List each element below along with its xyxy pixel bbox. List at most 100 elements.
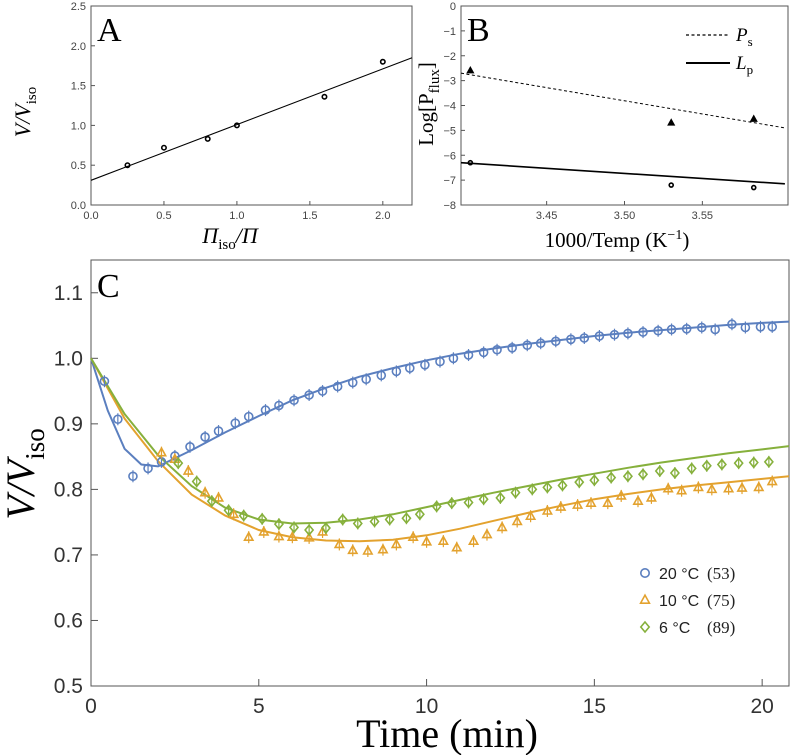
lp-fit-line [460, 161, 785, 185]
data-point-triangle [555, 500, 567, 511]
data-point-diamond [446, 497, 457, 510]
data-point-diamond [191, 475, 202, 488]
ps-point [667, 118, 676, 126]
data-point-circle [579, 333, 590, 343]
data-point-diamond [257, 512, 268, 525]
panel-b-x-axis-label: 1000/Temp (K−1) [545, 228, 690, 252]
data-point-triangle [496, 521, 508, 532]
y-tick-label: 0.7 [54, 544, 83, 567]
data-point-circle [522, 340, 533, 351]
data-point-triangle [632, 494, 644, 505]
data-point-triangle [421, 535, 433, 546]
data-point-triangle [390, 538, 402, 549]
panel-b-xlabel-sup: −1 [667, 228, 682, 243]
data-point-triangle [212, 491, 225, 502]
data-point-triangle [303, 531, 315, 542]
lp-point [668, 182, 675, 188]
data-point-circle [200, 432, 210, 442]
data-point-triangle [753, 481, 765, 492]
data-point-diamond [527, 483, 538, 496]
panel-a-point [204, 135, 211, 142]
data-point-triangle [286, 530, 298, 542]
data-point-circle [609, 329, 620, 340]
data-point-circle [710, 324, 720, 335]
panel-c-x-axis-label: Time (min) [356, 711, 538, 755]
data-point-triangle [347, 544, 359, 555]
panel-c-letter: C [97, 268, 120, 305]
panel-c: 0 5 10 15 20 0.5 0.6 0.7 0.8 0.9 1.0 1.1 C 20 °C (53… [0, 259, 790, 755]
y-tick-label: −6 [443, 150, 456, 162]
data-point-circle [361, 374, 371, 385]
data-point-circle [260, 405, 271, 415]
y-tick-label: −1 [443, 26, 456, 38]
fit-curve-triangle [90, 357, 790, 543]
data-point-triangle [155, 446, 168, 457]
data-point-triangle [362, 544, 374, 555]
data-point-diamond [320, 522, 331, 535]
data-point-circle [185, 441, 195, 452]
panel-b-legend: Ps Lp [686, 25, 753, 77]
panel-b-xlabel-tail: ) [682, 228, 689, 252]
panel-a-xlabel-tail: /Π [234, 223, 259, 248]
data-point-triangle [662, 482, 674, 493]
x-tick-label: 0.0 [83, 210, 98, 222]
data-point-diamond [622, 470, 633, 483]
data-point-circle [463, 350, 474, 360]
data-point-diamond [414, 508, 425, 521]
ps-point [466, 66, 475, 74]
data-point-triangle [602, 496, 614, 507]
legend-lp-label: Lp [735, 53, 753, 77]
data-point-triangle [766, 475, 778, 486]
y-tick-label: 0.5 [71, 160, 86, 172]
fit-curve-circle [90, 320, 790, 468]
legend-count: (53) [707, 564, 735, 583]
ps-fit-line [460, 72, 785, 129]
data-point-triangle [541, 504, 553, 515]
panel-a-xlabel-main: Π [201, 223, 219, 248]
panel-b-ylabel-sub: flux [427, 69, 443, 94]
panel-c-legend: 20 °C (53) 10 °C (75) 6 °C (89) [639, 564, 735, 637]
data-point-circle [274, 400, 284, 411]
panel-a-point [321, 93, 328, 100]
legend-label: 10 °C [659, 593, 699, 610]
data-point-diamond [463, 496, 474, 509]
data-point-diamond [748, 456, 759, 469]
data-point-triangle [481, 528, 493, 539]
data-point-triangle [511, 515, 523, 526]
panel-a-point [160, 144, 167, 151]
data-point-circle [696, 322, 707, 333]
data-point-circle [435, 356, 445, 367]
data-point-diamond [173, 457, 184, 470]
y-tick-label: 0.0 [71, 200, 86, 212]
data-point-diamond [542, 481, 553, 494]
data-point-circle [128, 471, 138, 482]
data-point-diamond [352, 517, 363, 530]
panel-a-ylabel-sub: iso [24, 87, 40, 105]
data-point-diamond [206, 495, 217, 508]
panel-a-ticks: 0.0 0.5 1.0 1.5 2.0 0.0 0.5 1.0 1.5 2.0 2.5 [71, 1, 391, 222]
legend-ps-label: Ps [735, 25, 753, 49]
data-point-circle [740, 322, 751, 333]
data-point-triangle [645, 491, 657, 502]
data-point-triangle [273, 530, 285, 541]
data-point-diamond [686, 462, 697, 475]
data-point-triangle [585, 496, 597, 507]
data-point-circle [113, 414, 123, 425]
x-tick-label: 3.50 [614, 210, 635, 222]
legend-lp-sub: p [747, 62, 754, 77]
data-point-circle [550, 336, 561, 347]
panel-b-letter: B [467, 12, 490, 49]
panel-a: 0.0 0.5 1.0 1.5 2.0 0.0 0.5 1.0 1.5 2.0 2.5 A Πiso… [10, 1, 413, 253]
data-point-diamond [223, 504, 234, 517]
legend-ps-sub: s [748, 34, 753, 49]
data-point-circle [230, 418, 241, 428]
data-point-triangle [525, 510, 537, 521]
data-point-diamond [574, 476, 585, 489]
panel-a-y-axis-label: V/Viso [10, 87, 40, 138]
data-point-triangle [182, 464, 194, 475]
data-point-circle [727, 319, 737, 330]
x-tick-label: 3.45 [536, 210, 557, 222]
x-tick-label: 20 [750, 695, 773, 718]
panel-a-fit-line [90, 57, 413, 181]
